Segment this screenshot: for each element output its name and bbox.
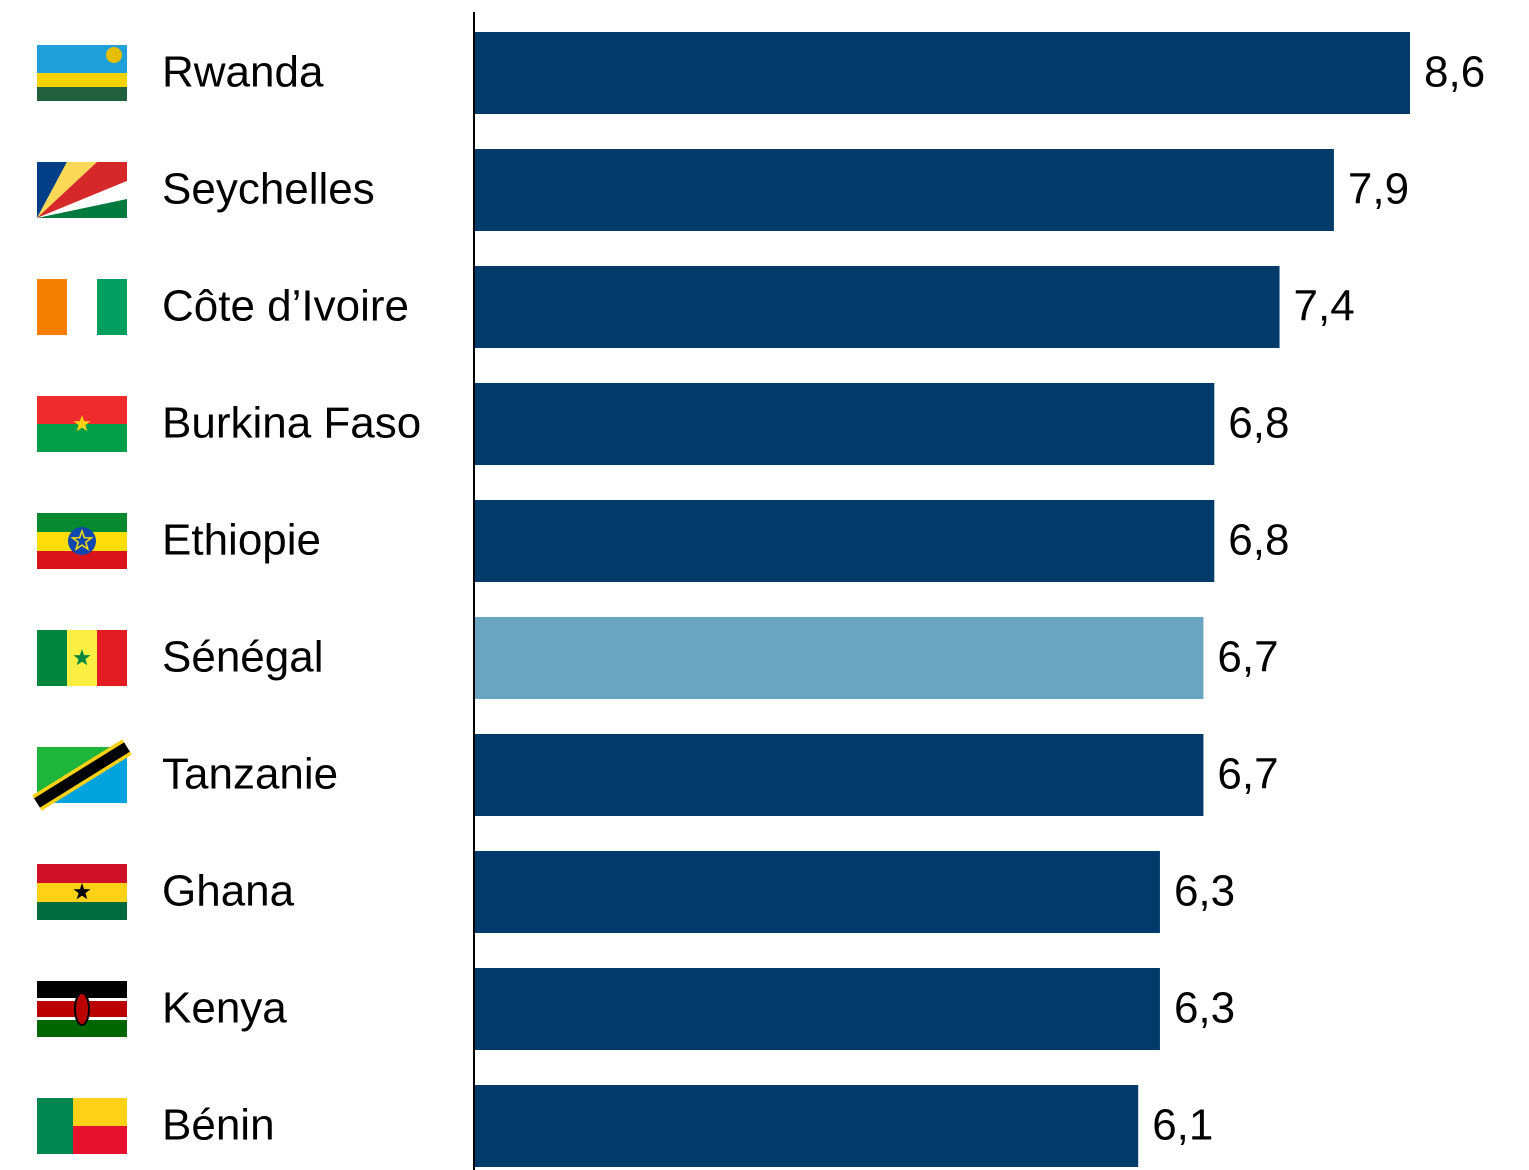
flag [37,45,127,101]
flag-part [68,527,96,555]
bar [475,32,1410,114]
flag-part [37,181,127,218]
bar [475,617,1204,699]
value-label: 6,7 [1217,750,1278,799]
flag-part [74,992,90,1026]
flag-part [37,1020,127,1037]
flag-part [97,630,127,686]
bar [475,500,1215,582]
flag-part [37,864,127,883]
flags [32,45,132,1154]
category-label: Côte d’Ivoire [162,282,409,331]
value-label: 6,1 [1152,1101,1213,1150]
bar [475,149,1334,231]
flag-part [73,1126,127,1154]
value-label: 6,3 [1174,867,1235,916]
flag-part [37,551,127,569]
flag-part [34,742,130,808]
category-label: Burkina Faso [162,399,421,448]
category-label: Sénégal [162,633,323,682]
flag-part [97,279,127,335]
value-label: 7,9 [1348,165,1409,214]
flag-part [73,1098,127,1126]
bar [475,1085,1139,1167]
flag [37,630,127,686]
flag-part [73,415,91,432]
bar [475,734,1204,816]
category-label: Rwanda [162,48,324,97]
value-label: 8,6 [1424,48,1485,97]
bar [475,266,1280,348]
flag [37,864,127,920]
value-label: 6,8 [1228,516,1289,565]
flag [37,279,127,335]
flag-part [106,47,122,63]
value-label: 6,8 [1228,399,1289,448]
category-label: Bénin [162,1101,275,1150]
flag-part [37,630,67,686]
flag-part [70,528,94,551]
flag-part [37,981,127,998]
flag-part [37,513,127,532]
flag-part [37,87,127,101]
flag [37,162,127,218]
flag [32,739,132,811]
category-label: Ethiopie [162,516,321,565]
flag-part [37,199,127,218]
flag-part [37,902,127,920]
category-label: Kenya [162,984,287,1033]
category-label: Tanzanie [162,750,338,799]
flag-part [37,279,67,335]
flag [37,1098,127,1154]
category-label: Seychelles [162,165,375,214]
flag-part [73,883,91,900]
bar [475,968,1160,1050]
category-label: Ghana [162,867,295,916]
flag [37,981,127,1037]
flag-part [37,424,127,452]
flag [37,396,127,452]
flag-part [73,649,91,666]
bar [475,383,1215,465]
value-label: 6,7 [1217,633,1278,682]
bar [475,851,1160,933]
flag-part [37,162,127,218]
value-label: 6,3 [1174,984,1235,1033]
flag [37,513,127,569]
flag-part [37,1098,73,1154]
value-label: 7,4 [1294,282,1355,331]
flag-part [37,73,127,87]
